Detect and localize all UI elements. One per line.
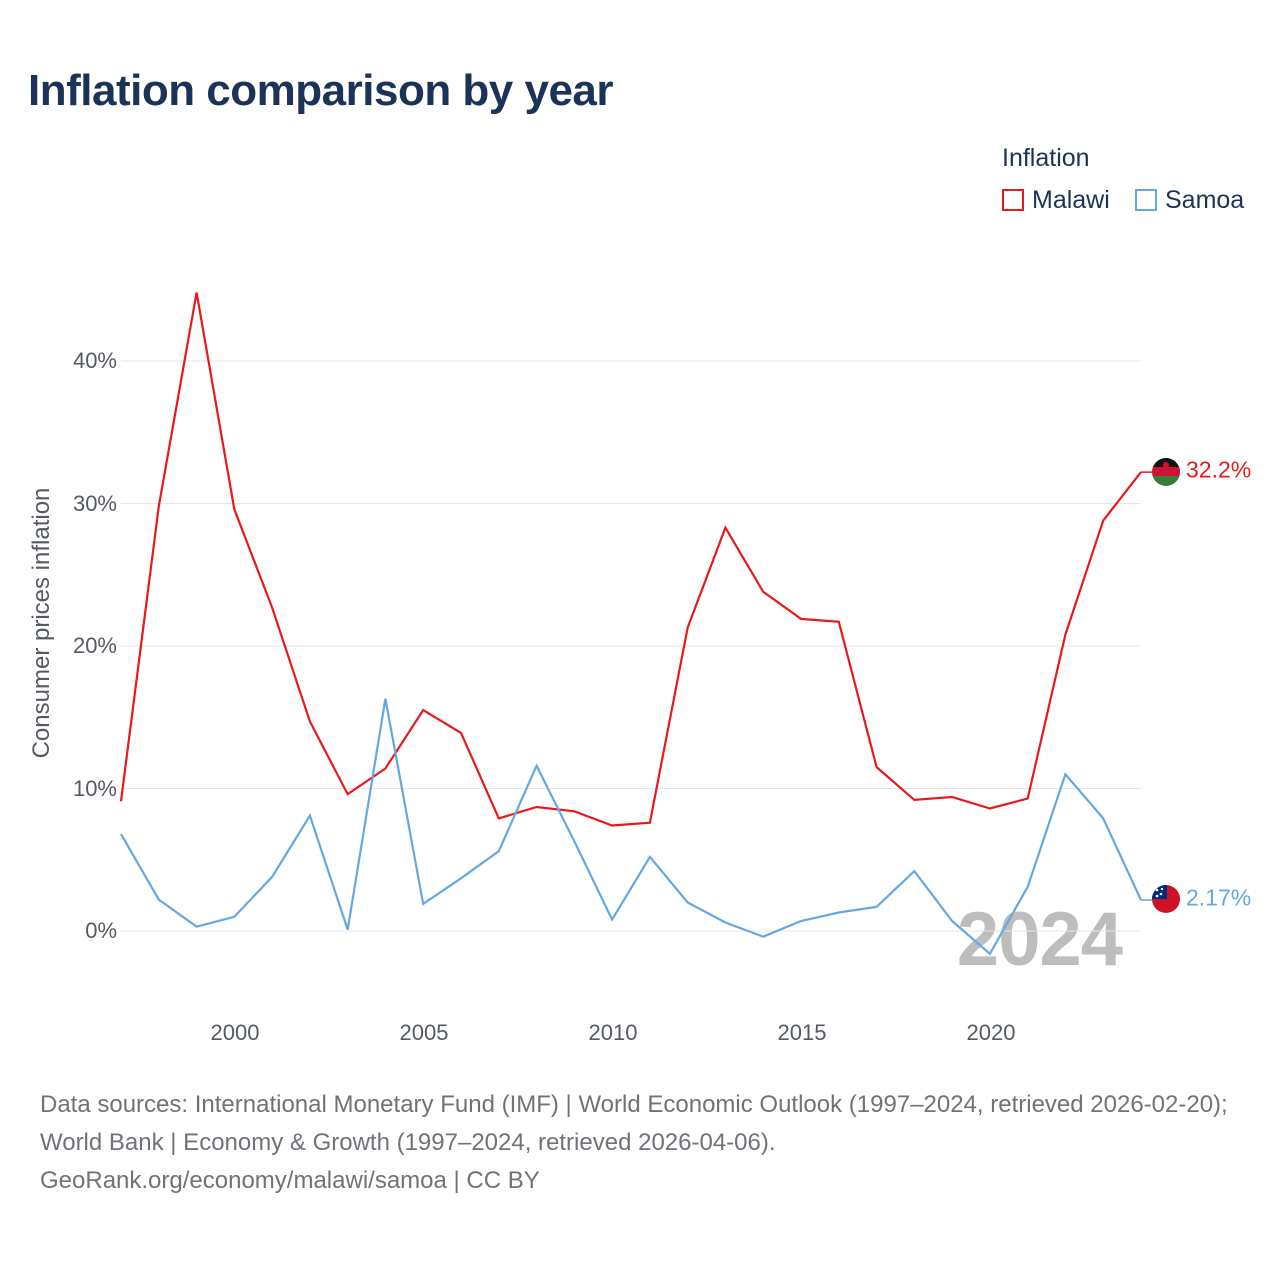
x-tick-label: 2015 [777, 1020, 827, 1045]
samoa-flag-icon [1152, 885, 1180, 913]
legend-label-samoa: Samoa [1165, 185, 1245, 214]
legend-item-malawi[interactable]: Malawi [1002, 186, 1110, 214]
y-tick-label: 10% [72, 776, 117, 801]
legend-title: Inflation [1002, 144, 1090, 172]
x-tick-label: 2005 [399, 1020, 449, 1045]
source-note: Data sources: International Monetary Fun… [40, 1086, 1250, 1200]
x-tick-label: 2000 [210, 1020, 260, 1045]
source-attribution[interactable]: GeoRank.org/economy/malawi/samoa | CC BY [40, 1167, 540, 1194]
year-watermark: 2024 [956, 897, 1123, 982]
y-tick-label: 20% [72, 633, 117, 658]
source-text: Data sources: International Monetary Fun… [40, 1091, 1228, 1156]
x-tick-label: 2020 [966, 1020, 1016, 1045]
legend-label-malawi: Malawi [1032, 185, 1110, 214]
malawi-flag-icon [1152, 458, 1180, 486]
legend-swatch-samoa [1135, 189, 1157, 211]
series-line-samoa[interactable] [120, 698, 1142, 956]
y-tick-label: 30% [72, 491, 117, 516]
end-value-label-samoa: 2.17% [1186, 884, 1252, 911]
y-tick-label: 40% [72, 348, 117, 373]
legend-item-samoa[interactable]: Samoa [1135, 186, 1244, 214]
x-tick-label: 2010 [588, 1020, 638, 1045]
series-layer [119, 292, 1152, 956]
gridlines [121, 360, 1141, 932]
y-tick-label: 0% [85, 918, 117, 943]
chart-title: Inflation comparison by year [28, 66, 614, 115]
legend-swatch-malawi [1002, 189, 1024, 211]
end-value-label-malawi: 32.2% [1186, 456, 1252, 483]
series-line-malawi[interactable] [119, 292, 1142, 827]
